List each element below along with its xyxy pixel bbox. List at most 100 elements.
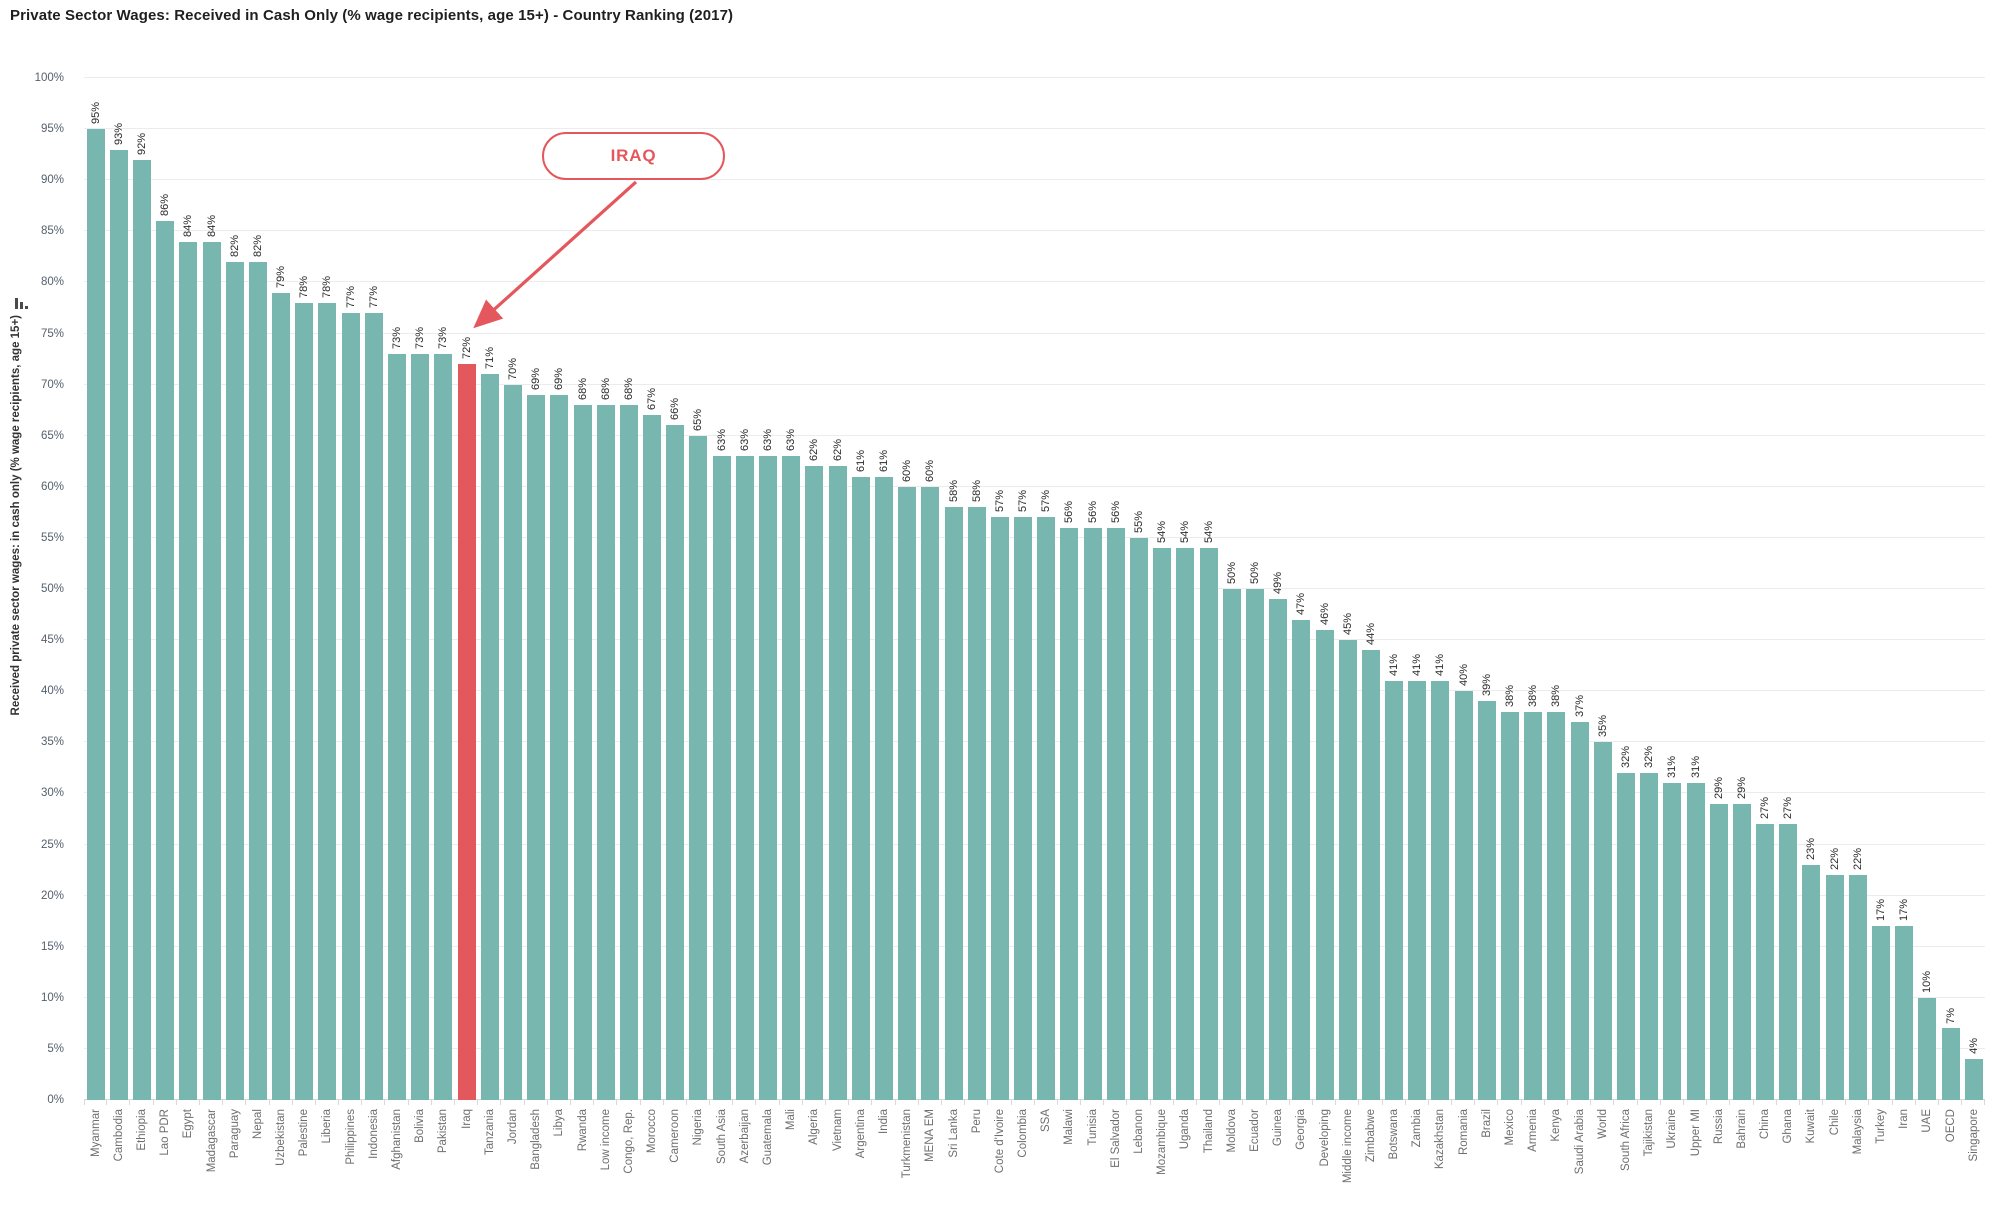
bar[interactable] (434, 353, 453, 1100)
bar[interactable] (782, 456, 801, 1100)
bar[interactable] (318, 302, 337, 1100)
bar[interactable] (1222, 589, 1241, 1100)
bar-value-label: 32% (1619, 745, 1632, 768)
bar-iraq-highlighted[interactable] (457, 364, 476, 1100)
bar[interactable] (596, 405, 615, 1100)
bar[interactable] (295, 302, 314, 1100)
bar[interactable] (1616, 772, 1635, 1100)
gridline (84, 179, 1985, 181)
bar[interactable] (1385, 680, 1404, 1100)
bar[interactable] (1501, 711, 1520, 1100)
bar[interactable] (851, 476, 870, 1100)
bar[interactable] (1176, 548, 1195, 1100)
bar[interactable] (1338, 640, 1357, 1100)
bar-slot: 63% Azerbaijan (733, 78, 757, 1163)
bar[interactable] (1825, 875, 1844, 1100)
bar[interactable] (1037, 517, 1056, 1100)
bar[interactable] (1709, 803, 1728, 1100)
x-axis-tick (245, 1100, 247, 1105)
bar[interactable] (1153, 548, 1172, 1100)
bar[interactable] (898, 486, 917, 1100)
bar[interactable] (1014, 517, 1033, 1100)
bar[interactable] (1686, 783, 1705, 1100)
bar[interactable] (272, 292, 291, 1100)
bar[interactable] (1547, 711, 1566, 1100)
bar[interactable] (643, 415, 662, 1100)
bar[interactable] (573, 405, 592, 1100)
x-axis-tick (175, 1100, 177, 1105)
bar[interactable] (874, 476, 893, 1100)
bar-value-label: 56% (1063, 500, 1076, 523)
bar[interactable] (689, 435, 708, 1100)
bar[interactable] (341, 313, 360, 1100)
country-label: Egypt (182, 1109, 195, 1139)
bar[interactable] (666, 425, 685, 1100)
bar[interactable] (1454, 691, 1473, 1100)
bar[interactable] (109, 149, 128, 1100)
bar[interactable] (1593, 742, 1612, 1100)
x-axis-tick (871, 1100, 873, 1105)
bar[interactable] (527, 394, 546, 1100)
bar[interactable] (1083, 527, 1102, 1100)
bar[interactable] (179, 241, 198, 1100)
bar-value-label: 22% (1828, 848, 1841, 871)
bar[interactable] (712, 456, 731, 1100)
bar[interactable] (1779, 824, 1798, 1100)
bar[interactable] (759, 456, 778, 1100)
bar[interactable] (1408, 680, 1427, 1100)
country-label: Mexico (1504, 1109, 1517, 1146)
bar[interactable] (990, 517, 1009, 1100)
bar[interactable] (1106, 527, 1125, 1100)
bar[interactable] (1732, 803, 1751, 1100)
x-axis-tick (1451, 1100, 1453, 1105)
bar[interactable] (1315, 629, 1334, 1100)
bar-slot: 63% Guatemala (756, 78, 780, 1165)
x-axis-tick (477, 1100, 479, 1105)
bar[interactable] (1570, 721, 1589, 1100)
bar[interactable] (503, 384, 522, 1100)
bar[interactable] (1872, 926, 1891, 1100)
bar[interactable] (805, 466, 824, 1100)
x-axis-tick (338, 1100, 340, 1105)
bar[interactable] (1292, 619, 1311, 1100)
bar[interactable] (1895, 926, 1914, 1100)
bar[interactable] (1802, 864, 1821, 1100)
bar[interactable] (225, 261, 244, 1100)
bar[interactable] (411, 353, 430, 1100)
bar[interactable] (202, 241, 221, 1100)
bar[interactable] (921, 486, 940, 1100)
country-label: South Africa (1619, 1109, 1632, 1172)
bar[interactable] (1663, 783, 1682, 1100)
bar[interactable] (1245, 589, 1264, 1100)
bar[interactable] (1640, 772, 1659, 1100)
bar[interactable] (156, 221, 175, 1100)
bar[interactable] (1431, 680, 1450, 1100)
bar[interactable] (364, 313, 383, 1100)
bar[interactable] (1524, 711, 1543, 1100)
bar[interactable] (828, 466, 847, 1100)
bar[interactable] (1756, 824, 1775, 1100)
bar[interactable] (1361, 650, 1380, 1100)
bar[interactable] (480, 374, 499, 1100)
bar[interactable] (132, 159, 151, 1100)
bar[interactable] (944, 507, 963, 1100)
bar[interactable] (1964, 1059, 1983, 1100)
bar[interactable] (1477, 701, 1496, 1100)
bar[interactable] (735, 456, 754, 1100)
bar[interactable] (550, 394, 569, 1100)
bar[interactable] (1130, 537, 1149, 1100)
bar[interactable] (248, 261, 267, 1100)
bar[interactable] (1199, 548, 1218, 1100)
bar[interactable] (1941, 1028, 1960, 1100)
bar[interactable] (619, 405, 638, 1100)
bar-value-label: 69% (553, 367, 566, 390)
bar[interactable] (1269, 599, 1288, 1100)
bar[interactable] (1060, 527, 1079, 1100)
bar[interactable] (388, 353, 407, 1100)
bar-slot: 69% Bangladesh (525, 78, 548, 1170)
bar[interactable] (967, 507, 986, 1100)
bar[interactable] (1848, 875, 1867, 1100)
bar[interactable] (86, 129, 105, 1100)
x-axis-tick (1590, 1100, 1592, 1105)
bar[interactable] (1918, 997, 1937, 1100)
